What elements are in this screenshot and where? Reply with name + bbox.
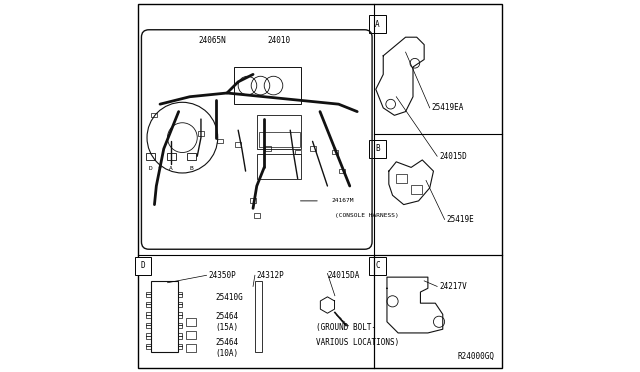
Bar [186, 344, 196, 352]
Bar [146, 344, 151, 349]
Bar [146, 302, 151, 307]
Text: R24000GQ: R24000GQ [458, 352, 495, 361]
Bar [146, 333, 151, 339]
Bar [259, 132, 300, 147]
Bar [250, 198, 256, 203]
Text: (10A): (10A) [216, 349, 239, 358]
Bar [265, 146, 271, 151]
Text: 24065N: 24065N [198, 36, 226, 45]
Text: VARIOUS LOCATIONS): VARIOUS LOCATIONS) [316, 338, 399, 347]
Text: (15A): (15A) [216, 323, 239, 332]
Text: 24015D: 24015D [439, 152, 467, 161]
Bar [339, 169, 346, 173]
Text: 24167M: 24167M [331, 198, 354, 203]
Text: C: C [375, 262, 380, 270]
Text: D: D [141, 262, 146, 270]
Text: B: B [375, 144, 380, 153]
Text: (GROUND BOLT-: (GROUND BOLT- [316, 323, 376, 332]
Text: A: A [375, 20, 380, 29]
Text: 24010: 24010 [268, 36, 291, 45]
FancyBboxPatch shape [369, 140, 386, 158]
Bar [177, 323, 182, 328]
Bar [146, 312, 151, 318]
Text: D: D [149, 166, 152, 170]
Text: 25464: 25464 [216, 312, 239, 321]
Bar [234, 67, 301, 104]
Bar [186, 318, 196, 326]
Bar [177, 302, 182, 307]
Bar [411, 185, 422, 194]
FancyBboxPatch shape [369, 15, 386, 33]
Bar [167, 153, 175, 160]
Bar [257, 115, 301, 149]
Bar [187, 153, 196, 160]
Text: (CONSOLE HARNESS): (CONSOLE HARNESS) [335, 213, 399, 218]
Bar [177, 292, 182, 297]
Bar [235, 142, 241, 147]
Bar [257, 154, 301, 179]
Bar [147, 153, 156, 160]
Bar [294, 150, 301, 154]
Text: 25419EA: 25419EA [431, 103, 464, 112]
Bar [151, 281, 177, 352]
Bar [177, 312, 182, 318]
Bar [177, 333, 182, 339]
Text: B: B [190, 166, 193, 170]
FancyBboxPatch shape [369, 257, 386, 275]
Text: 25419E: 25419E [447, 215, 474, 224]
Bar [186, 331, 196, 339]
Bar [216, 139, 223, 143]
Bar [177, 344, 182, 349]
Text: 24217V: 24217V [439, 282, 467, 291]
Bar [255, 281, 262, 352]
Bar [310, 146, 316, 151]
Bar [396, 174, 406, 183]
FancyBboxPatch shape [135, 257, 152, 275]
Text: 24312P: 24312P [257, 271, 285, 280]
Text: A: A [170, 166, 173, 170]
Text: 24350P: 24350P [209, 271, 236, 280]
Bar [146, 292, 151, 297]
Text: 25464: 25464 [216, 338, 239, 347]
Bar [198, 131, 204, 136]
Bar [152, 113, 157, 117]
Text: 25410G: 25410G [216, 293, 244, 302]
Bar [332, 150, 338, 154]
Bar [254, 213, 260, 218]
Text: 24015DA: 24015DA [328, 271, 360, 280]
Bar [146, 323, 151, 328]
